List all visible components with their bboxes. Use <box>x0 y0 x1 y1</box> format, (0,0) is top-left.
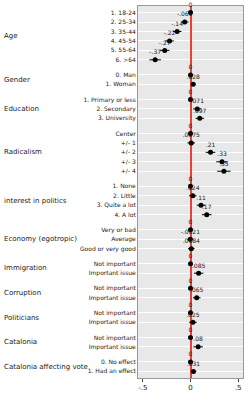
svg-text:3. Quite a lot: 3. Quite a lot <box>97 201 137 208</box>
svg-text:Catalonia affecting vote: Catalonia affecting vote <box>4 363 88 371</box>
svg-text:0: 0 <box>189 63 193 70</box>
svg-text:0. Man: 0. Man <box>116 71 136 78</box>
svg-text:Economy (egotropic): Economy (egotropic) <box>4 235 77 243</box>
svg-text:0: 0 <box>189 252 193 259</box>
svg-text:+/- 2: +/- 2 <box>121 148 136 155</box>
svg-text:Age: Age <box>4 32 18 40</box>
svg-text:0: 0 <box>189 88 193 95</box>
svg-text:Center: Center <box>116 130 137 137</box>
svg-text:+/- 4: +/- 4 <box>121 167 136 174</box>
svg-text:6. >64: 6. >64 <box>116 56 136 63</box>
svg-text:0: 0 <box>189 175 193 182</box>
svg-text:.21: .21 <box>206 141 216 148</box>
svg-text:-.22: -.22 <box>164 29 176 36</box>
svg-text:3. University: 3. University <box>98 114 136 122</box>
svg-text:Important issue: Important issue <box>89 294 136 302</box>
svg-text:.11: .11 <box>196 194 206 201</box>
svg-text:2. Little: 2. Little <box>113 192 136 199</box>
svg-text:Catalonia: Catalonia <box>4 338 37 346</box>
svg-text:Not important: Not important <box>94 334 137 342</box>
svg-text:Not important: Not important <box>94 260 137 268</box>
svg-text:Not important: Not important <box>94 284 137 292</box>
svg-text:2. 25-34: 2. 25-34 <box>111 18 136 25</box>
svg-text:0. No effect: 0. No effect <box>101 358 137 365</box>
svg-text:4. A lot: 4. A lot <box>114 211 136 218</box>
svg-text:.085: .085 <box>192 262 206 269</box>
svg-text:0: 0 <box>189 277 193 284</box>
svg-text:Average: Average <box>111 235 136 243</box>
svg-text:1. 18-24: 1. 18-24 <box>111 9 136 16</box>
svg-text:-.061: -.061 <box>177 10 193 17</box>
svg-text:-.37: -.37 <box>149 48 161 55</box>
svg-text:5. 55-64: 5. 55-64 <box>111 46 136 53</box>
svg-text:1. None: 1. None <box>113 182 137 189</box>
svg-text:.08: .08 <box>193 335 203 342</box>
svg-text:.024: .024 <box>186 184 200 191</box>
svg-text:-.0021: -.0021 <box>181 228 201 235</box>
svg-text:Corruption: Corruption <box>4 289 41 297</box>
svg-text:-.27: -.27 <box>159 39 171 46</box>
svg-text:.5: .5 <box>235 384 242 392</box>
svg-text:3. 35-44: 3. 35-44 <box>111 28 136 35</box>
svg-text:0: 0 <box>189 122 193 129</box>
svg-text:.35: .35 <box>219 160 229 167</box>
svg-text:Important issue: Important issue <box>89 269 136 277</box>
svg-text:.17: .17 <box>202 203 212 210</box>
svg-text:2. Secondary: 2. Secondary <box>96 105 136 113</box>
svg-text:.025: .025 <box>186 311 200 318</box>
svg-text:+/- 1: +/- 1 <box>121 139 136 146</box>
svg-text:.33: .33 <box>217 150 227 157</box>
svg-text:.031: .031 <box>187 360 201 367</box>
svg-text:0: 0 <box>188 384 192 392</box>
svg-text:1. Had an effect: 1. Had an effect <box>88 367 137 374</box>
svg-text:.0084: .0084 <box>183 237 200 244</box>
svg-text:Politicians: Politicians <box>4 314 39 322</box>
svg-text:1. Primary or less: 1. Primary or less <box>83 96 135 104</box>
svg-text:4. 45-54: 4. 45-54 <box>111 37 136 44</box>
svg-text:-.5: -.5 <box>138 384 147 392</box>
svg-text:0: 0 <box>189 301 193 308</box>
svg-text:interest in politics: interest in politics <box>4 197 67 205</box>
svg-text:0: 0 <box>189 218 193 225</box>
svg-text:.065: .065 <box>190 286 204 293</box>
svg-text:1. Woman: 1. Woman <box>106 80 136 87</box>
svg-text:Very or bad: Very or bad <box>101 226 136 234</box>
svg-text:Education: Education <box>4 105 39 113</box>
svg-text:Important issue: Important issue <box>89 343 136 351</box>
svg-text:Gender: Gender <box>4 76 30 84</box>
svg-text:Radicalism: Radicalism <box>4 148 42 156</box>
svg-text:Important issue: Important issue <box>89 318 136 326</box>
svg-text:-.14: -.14 <box>171 20 183 27</box>
svg-text:Good or very good: Good or very good <box>80 245 136 253</box>
svg-text:Not important: Not important <box>94 309 137 317</box>
svg-text:0: 0 <box>189 1 193 8</box>
svg-text:0: 0 <box>189 350 193 357</box>
svg-text:.0075: .0075 <box>183 131 200 138</box>
svg-text:0: 0 <box>189 326 193 333</box>
svg-text:+/- 3: +/- 3 <box>121 158 136 165</box>
svg-text:Immigration: Immigration <box>4 264 47 272</box>
svg-text:.071: .071 <box>191 97 205 104</box>
svg-text:.097: .097 <box>193 107 207 114</box>
svg-text:.028: .028 <box>186 73 200 80</box>
